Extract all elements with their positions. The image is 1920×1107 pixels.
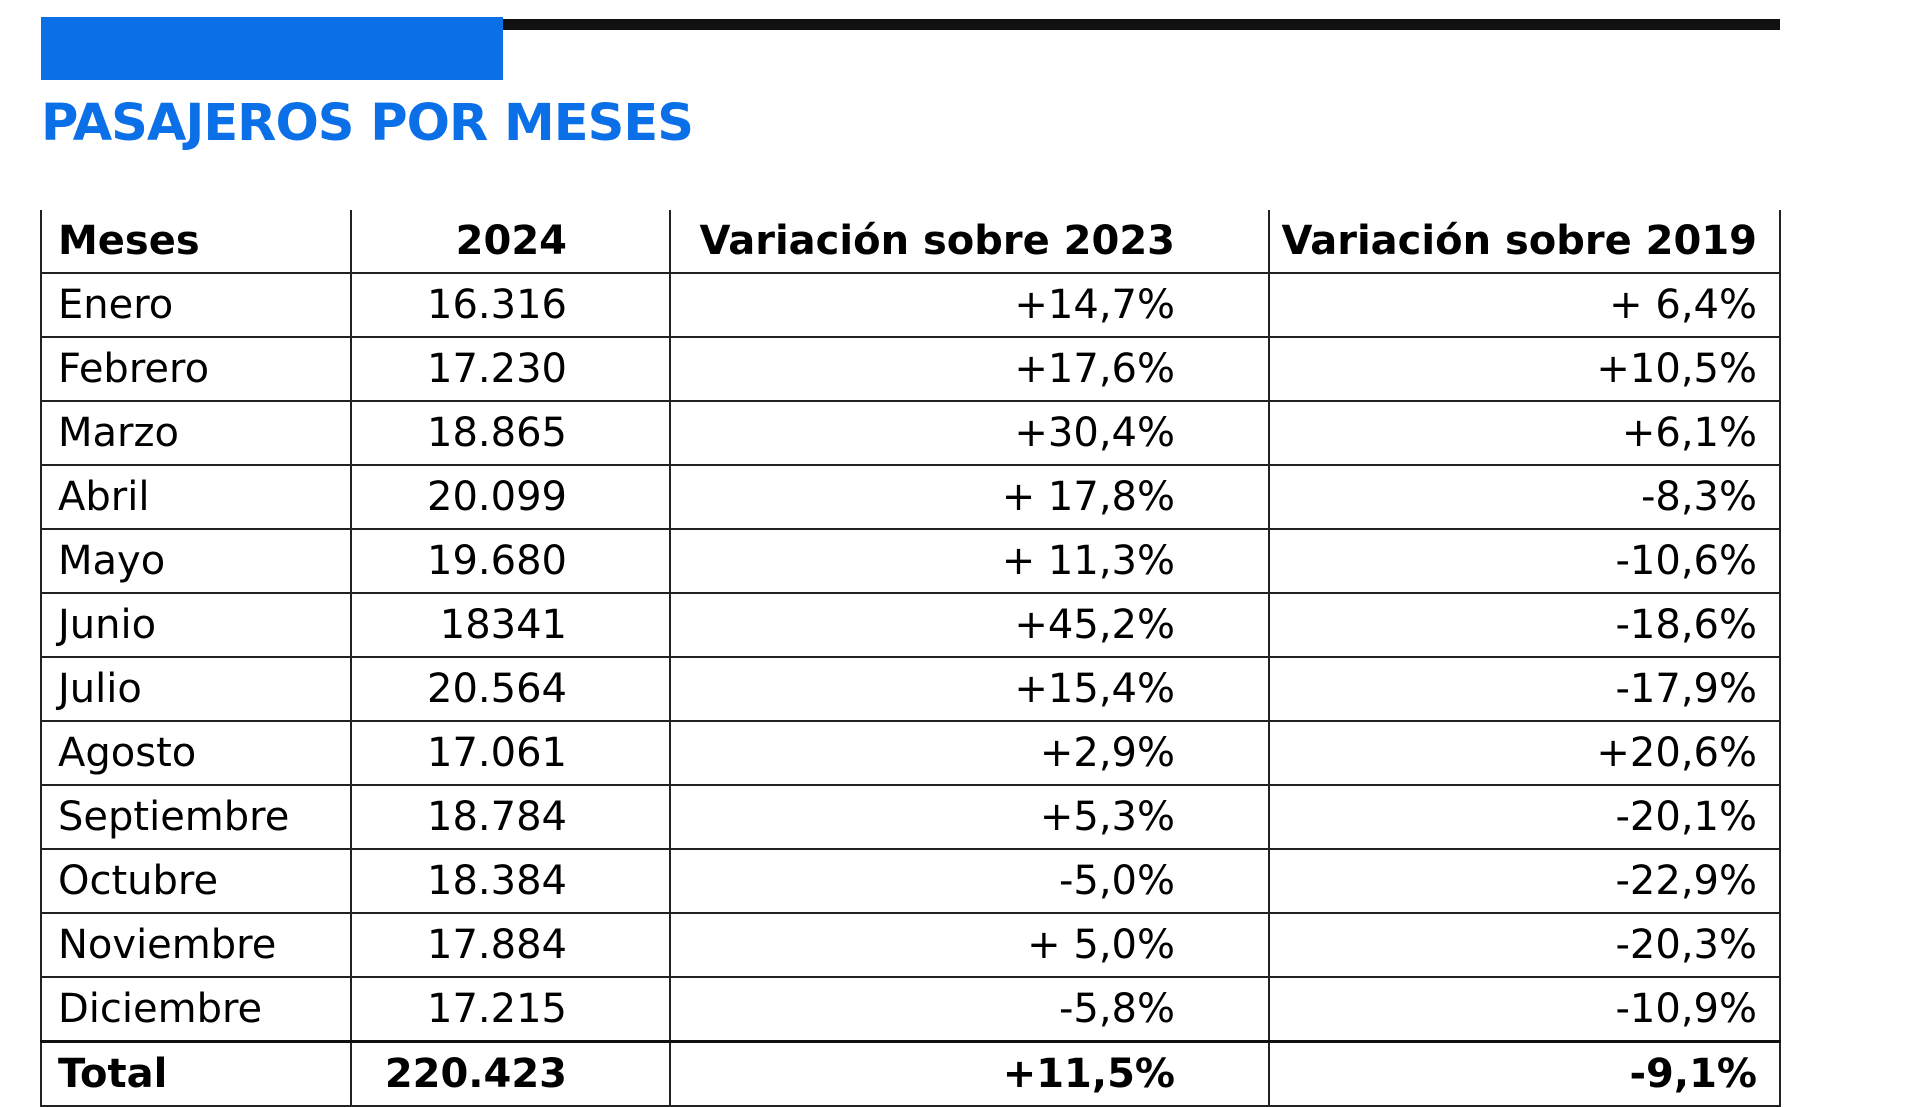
cell-var-2023: +15,4%: [669, 657, 1270, 722]
cell-mes: Marzo: [40, 401, 352, 466]
cell-mes: Junio: [40, 593, 352, 658]
cell-mes: Mayo: [40, 529, 352, 594]
table-row: Mayo 19.680 + 11,3% -10,6%: [40, 529, 1781, 594]
cell-var-2019: -10,6%: [1268, 529, 1781, 594]
table-row: Julio 20.564 +15,4% -17,9%: [40, 657, 1781, 722]
cell-2024: 18.865: [350, 401, 671, 466]
table-row: Junio 18341 +45,2% -18,6%: [40, 593, 1781, 658]
cell-2024: 19.680: [350, 529, 671, 594]
total-cell-var-2019: -9,1%: [1268, 1040, 1781, 1107]
cell-var-2023: -5,8%: [669, 977, 1270, 1043]
column-header-2024: 2024: [350, 210, 671, 274]
cell-var-2023: + 5,0%: [669, 913, 1270, 978]
cell-mes: Noviembre: [40, 913, 352, 978]
cell-2024: 17.215: [350, 977, 671, 1043]
cell-mes: Septiembre: [40, 785, 352, 850]
cell-var-2023: +14,7%: [669, 273, 1270, 338]
total-row: Total 220.423 +11,5% -9,1%: [40, 1040, 1781, 1107]
cell-mes: Diciembre: [40, 977, 352, 1043]
total-cell-mes: Total: [40, 1040, 352, 1107]
cell-var-2019: -22,9%: [1268, 849, 1781, 914]
cell-2024: 18341: [350, 593, 671, 658]
cell-var-2019: -8,3%: [1268, 465, 1781, 530]
cell-mes: Agosto: [40, 721, 352, 786]
cell-var-2023: -5,0%: [669, 849, 1270, 914]
cell-mes: Enero: [40, 273, 352, 338]
table-row: Agosto 17.061 +2,9% +20,6%: [40, 721, 1781, 786]
cell-var-2023: + 11,3%: [669, 529, 1270, 594]
table-row: Septiembre 18.784 +5,3% -20,1%: [40, 785, 1781, 850]
table-body: Enero 16.316 +14,7% + 6,4% Febrero 17.230 +17,…: [40, 273, 1781, 1107]
passengers-table: Meses 2024 Variación sobre 2023 Variació…: [40, 210, 1781, 1107]
cell-2024: 16.316: [350, 273, 671, 338]
cell-var-2023: +2,9%: [669, 721, 1270, 786]
cell-var-2019: -18,6%: [1268, 593, 1781, 658]
table-row: Abril 20.099 + 17,8% -8,3%: [40, 465, 1781, 530]
cell-2024: 17.884: [350, 913, 671, 978]
cell-var-2019: -17,9%: [1268, 657, 1781, 722]
table-row: Enero 16.316 +14,7% + 6,4%: [40, 273, 1781, 338]
cell-2024: 17.230: [350, 337, 671, 402]
cell-var-2019: -10,9%: [1268, 977, 1781, 1043]
cell-var-2023: +17,6%: [669, 337, 1270, 402]
table-row: Febrero 17.230 +17,6% +10,5%: [40, 337, 1781, 402]
column-header-var-2023: Variación sobre 2023: [669, 210, 1270, 274]
cell-mes: Octubre: [40, 849, 352, 914]
table-row: Noviembre 17.884 + 5,0% -20,3%: [40, 913, 1781, 978]
cell-var-2023: +5,3%: [669, 785, 1270, 850]
cell-var-2019: +10,5%: [1268, 337, 1781, 402]
header-row: Meses 2024 Variación sobre 2023 Variació…: [40, 210, 1781, 274]
cell-2024: 18.384: [350, 849, 671, 914]
cell-2024: 20.099: [350, 465, 671, 530]
cell-2024: 20.564: [350, 657, 671, 722]
cell-var-2019: -20,3%: [1268, 913, 1781, 978]
cell-2024: 17.061: [350, 721, 671, 786]
table-row: Octubre 18.384 -5,0% -22,9%: [40, 849, 1781, 914]
cell-mes: Julio: [40, 657, 352, 722]
cell-var-2019: +20,6%: [1268, 721, 1781, 786]
accent-block: [41, 17, 503, 80]
chart-title: PASAJEROS POR MESES: [41, 94, 694, 153]
total-cell-var-2023: +11,5%: [669, 1040, 1270, 1107]
column-header-meses: Meses: [40, 210, 352, 274]
top-rule: [41, 19, 1780, 30]
cell-var-2019: -20,1%: [1268, 785, 1781, 850]
table-row: Diciembre 17.215 -5,8% -10,9%: [40, 977, 1781, 1043]
cell-var-2019: +6,1%: [1268, 401, 1781, 466]
cell-var-2023: +45,2%: [669, 593, 1270, 658]
cell-mes: Febrero: [40, 337, 352, 402]
cell-var-2023: +30,4%: [669, 401, 1270, 466]
column-header-var-2019: Variación sobre 2019: [1268, 210, 1781, 274]
total-cell-2024: 220.423: [350, 1040, 671, 1107]
cell-var-2023: + 17,8%: [669, 465, 1270, 530]
table-row: Marzo 18.865 +30,4% +6,1%: [40, 401, 1781, 466]
cell-var-2019: + 6,4%: [1268, 273, 1781, 338]
cell-2024: 18.784: [350, 785, 671, 850]
cell-mes: Abril: [40, 465, 352, 530]
